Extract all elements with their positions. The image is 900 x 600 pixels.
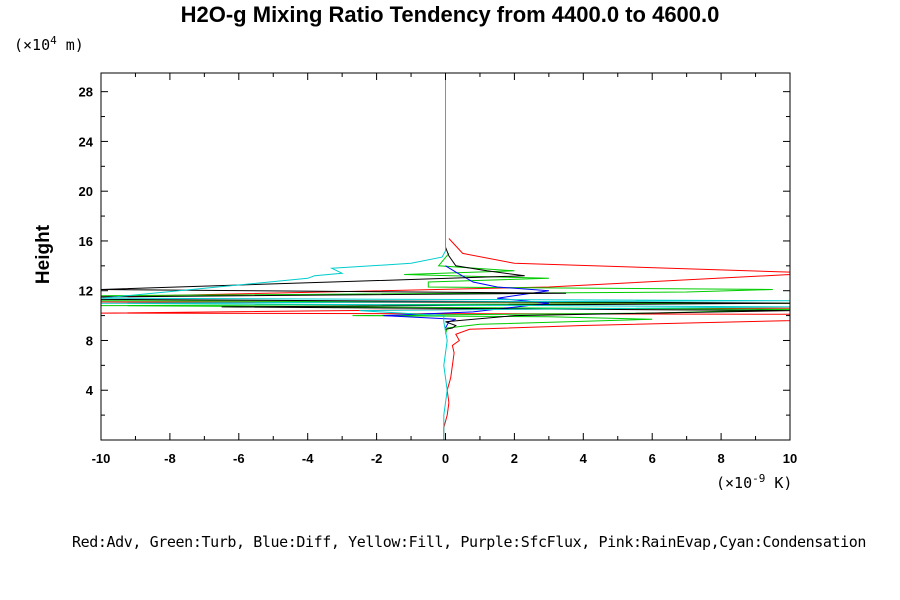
x-tick-label: 6 xyxy=(649,451,656,466)
series-line-diff xyxy=(383,265,549,329)
y-tick-label: 12 xyxy=(79,284,93,299)
legend: Red:Adv, Green:Turb, Blue:Diff, Yellow:F… xyxy=(71,533,867,551)
x-tick-label: -10 xyxy=(92,451,111,466)
y-axis-units: (×104 m) xyxy=(14,34,84,54)
y-tick-label: 8 xyxy=(86,333,93,348)
y-tick-label: 4 xyxy=(86,383,94,398)
y-units-base: (×10 xyxy=(14,36,51,54)
y-units-exponent: 4 xyxy=(50,34,57,47)
x-tick-label: 8 xyxy=(717,451,724,466)
y-tick-label: 24 xyxy=(79,134,94,149)
y-tick-label: 16 xyxy=(79,234,93,249)
x-axis-units: (×10-9 K) xyxy=(716,472,792,492)
x-tick-label: -2 xyxy=(371,451,383,466)
x-units-base: (×10 xyxy=(716,474,753,492)
x-tick-label: -8 xyxy=(164,451,176,466)
series-line-adv xyxy=(100,238,791,440)
chart-title: H2O-g Mixing Ratio Tendency from 4400.0 … xyxy=(180,2,720,27)
x-tick-label: -4 xyxy=(302,451,314,466)
x-tick-label: 0 xyxy=(442,451,449,466)
y-units-tail: m) xyxy=(56,36,84,54)
x-tick-label: -6 xyxy=(233,451,245,466)
x-tick-label: 2 xyxy=(511,451,518,466)
y-axis-label: Height xyxy=(33,224,54,284)
x-units-tail: K) xyxy=(765,474,793,492)
series-layer xyxy=(100,73,791,440)
x-tick-label: 4 xyxy=(580,451,588,466)
y-tick-label: 20 xyxy=(79,184,93,199)
y-tick-label: 28 xyxy=(79,85,93,100)
x-tick-label: 10 xyxy=(783,451,797,466)
x-units-exponent: -9 xyxy=(752,472,766,485)
series-line-condensation xyxy=(100,73,791,440)
